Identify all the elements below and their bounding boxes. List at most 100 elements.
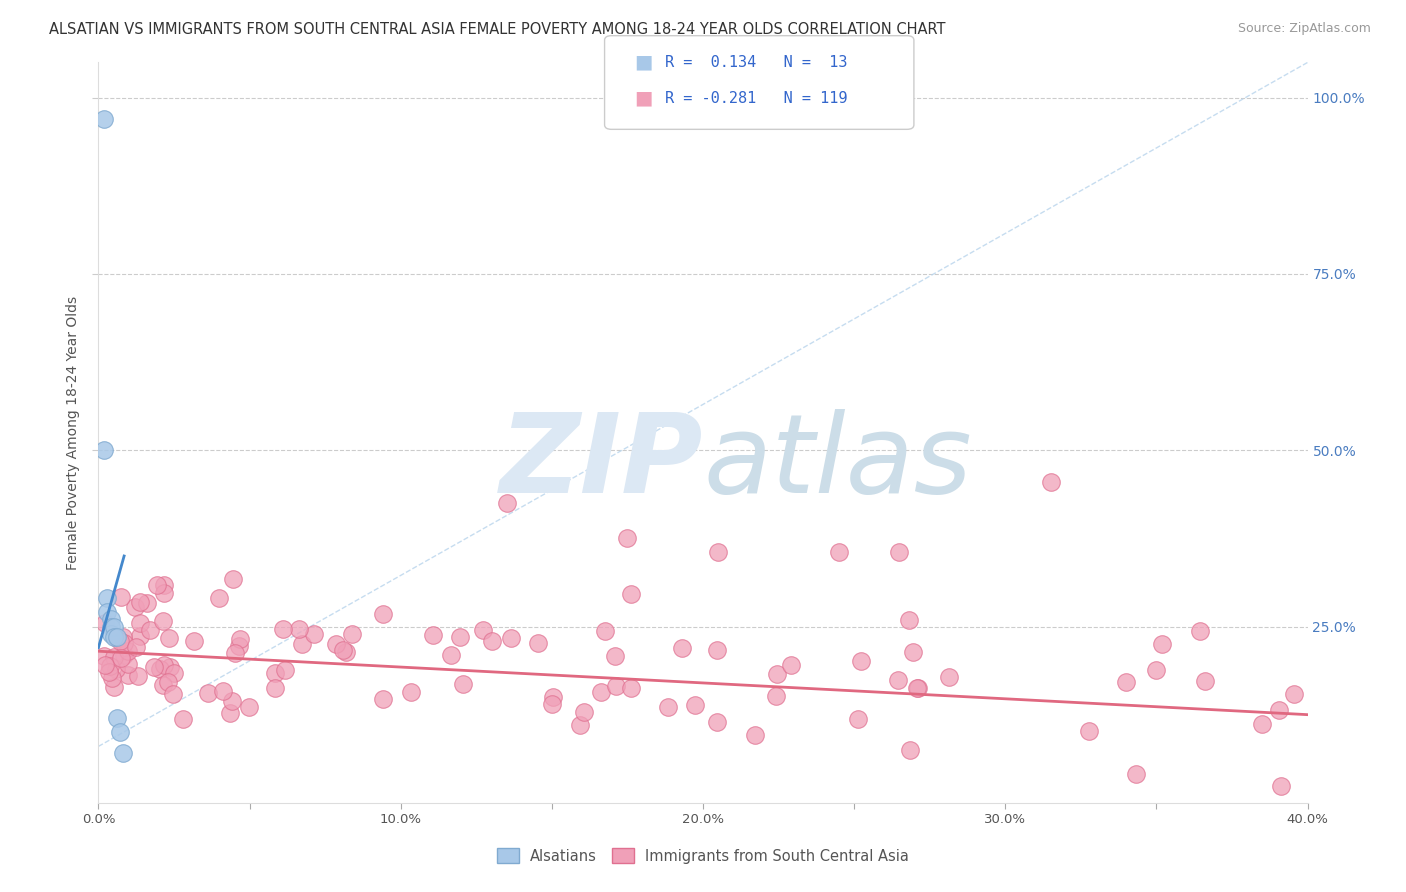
Legend: Alsatians, Immigrants from South Central Asia: Alsatians, Immigrants from South Central… [491,842,915,870]
Point [342,626,364,640]
Point [163,666,186,681]
Point [302,627,325,641]
Point [100,671,122,685]
Point [264,665,287,680]
Point [105,630,128,644]
Point [495,496,517,510]
Point [145,578,167,592]
Point [620,587,643,601]
Point [183,634,205,648]
Point [1144,663,1167,677]
Point [332,642,354,657]
Point [1284,688,1306,702]
Point [1115,674,1137,689]
Point [98,659,121,673]
Text: R = -0.281   N = 119: R = -0.281 N = 119 [665,91,848,105]
Point [128,595,150,609]
Point [129,629,152,643]
Point [162,687,184,701]
Point [898,743,921,757]
Point [156,675,179,690]
Point [1194,674,1216,689]
Point [112,636,135,650]
Point [373,607,395,621]
Point [605,649,627,664]
Point [889,545,911,559]
Point [905,681,928,696]
Point [221,694,243,708]
Point [898,613,921,627]
Point [849,654,872,668]
Point [422,628,444,642]
Point [887,673,910,687]
Point [238,700,260,714]
Point [93,649,115,664]
Point [93,112,115,126]
Point [229,632,252,646]
Point [1150,637,1173,651]
Point [499,632,522,646]
Point [593,624,616,638]
Point [221,572,243,586]
Point [110,650,132,665]
Point [117,657,139,672]
Point [263,681,285,696]
Point [96,591,118,606]
Point [744,728,766,742]
Point [707,545,730,559]
Point [620,681,643,696]
Point [1251,716,1274,731]
Point [103,630,125,644]
Point [766,667,789,681]
Point [103,680,125,694]
Point [335,645,357,659]
Point [472,623,495,637]
Point [271,622,294,636]
Point [1039,475,1062,489]
Point [105,711,128,725]
Point [105,632,128,646]
Point [104,662,127,676]
Point [671,641,693,656]
Point [208,591,231,606]
Y-axis label: Female Poverty Among 18-24 Year Olds: Female Poverty Among 18-24 Year Olds [66,295,80,570]
Point [94,657,117,672]
Text: ZIP: ZIP [499,409,703,516]
Point [152,678,174,692]
Point [103,619,125,633]
Point [1270,779,1292,793]
Point [765,690,787,704]
Point [96,606,118,620]
Point [541,690,564,704]
Point [94,615,117,630]
Point [153,586,176,600]
Point [100,619,122,633]
Point [572,705,595,719]
Point [274,663,297,677]
Point [100,626,122,640]
Point [440,648,463,662]
Point [117,644,139,658]
Point [706,642,728,657]
Point [112,630,135,644]
Point [153,578,176,592]
Point [683,698,706,713]
Point [197,686,219,700]
Point [591,685,613,699]
Point [846,712,869,726]
Point [108,725,131,739]
Point [907,681,929,695]
Point [138,623,160,637]
Point [135,596,157,610]
Point [449,630,471,644]
Point [125,640,148,654]
Point [371,692,394,706]
Point [152,614,174,628]
Point [117,668,139,682]
Point [172,713,194,727]
Point [211,683,233,698]
Point [291,637,314,651]
Point [1267,703,1289,717]
Point [287,622,309,636]
Point [218,706,240,720]
